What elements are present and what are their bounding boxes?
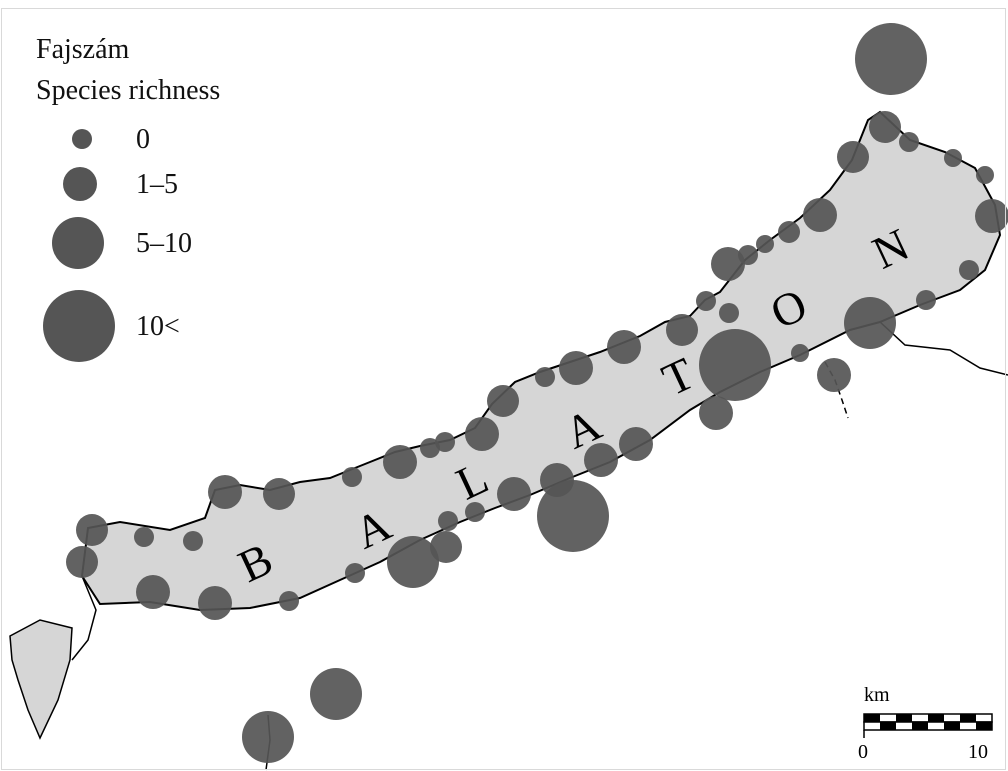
sampling-site-circle [837,141,869,173]
legend-title-hu: Fajszám [36,34,130,65]
sampling-site-circle [699,396,733,430]
legend-circle-0 [72,129,92,149]
scale-min: 0 [858,741,868,763]
sampling-site-circle [899,132,919,152]
sampling-site-circle [208,475,242,509]
sampling-site-circle [420,438,440,458]
river [71,575,97,661]
sampling-site-circle [310,668,362,720]
sampling-site-circle [435,432,455,452]
sampling-site-circle [791,344,809,362]
scale-unit: km [864,684,890,706]
sampling-site-circle [944,149,962,167]
legend-title-en: Species richness [36,75,221,106]
sampling-site-circle [696,291,716,311]
sampling-site-circle [778,221,800,243]
sampling-site-circle [607,330,641,364]
legend-label-1-5: 1–5 [136,169,178,200]
sampling-site-circle [756,235,774,253]
sampling-site-circle [387,536,439,588]
sampling-site-circle [719,303,739,323]
kis-balaton [9,619,73,740]
sampling-site-circle [537,480,609,552]
sampling-site-circle [975,199,1008,233]
sampling-site-circle [619,427,653,461]
sampling-site-circle [559,351,593,385]
sampling-site-circle [438,511,458,531]
sampling-site-circle [183,531,203,551]
sampling-site-circle [497,477,531,511]
sampling-site-circle [134,527,154,547]
sampling-site-circle [136,575,170,609]
sampling-site-circle [465,417,499,451]
sampling-site-circle [855,23,927,95]
sampling-site-circle [66,546,98,578]
legend-circle-10plus [43,290,115,362]
sampling-site-circle [242,711,294,763]
sampling-site-circle [666,314,698,346]
sampling-circles [66,23,1008,763]
legend-label-0: 0 [136,124,150,155]
sampling-site-circle [803,198,837,232]
lake-balaton [80,110,1002,612]
sampling-site-circle [465,502,485,522]
sampling-site-circle [76,514,108,546]
sampling-site-circle [487,385,519,417]
legend-label-10plus: 10< [136,311,180,342]
sampling-site-circle [535,367,555,387]
outflow-river [879,321,1008,376]
sampling-site-circle [817,358,851,392]
sampling-site-circle [263,478,295,510]
sampling-site-circle [342,467,362,487]
sampling-site-circle [345,563,365,583]
legend-circle-5-10 [52,217,104,269]
sampling-site-circle [869,111,901,143]
sampling-site-circle [383,445,417,479]
scale-max: 10 [968,741,988,763]
sampling-site-circle [711,247,745,281]
legend-circle-1-5 [63,167,97,201]
sampling-site-circle [976,166,994,184]
sampling-site-circle [916,290,936,310]
sampling-site-circle [279,591,299,611]
sampling-site-circle [844,297,896,349]
scale-bar [863,713,993,738]
sampling-site-circle [198,586,232,620]
sampling-site-circle [430,531,462,563]
sampling-site-circle [584,443,618,477]
sampling-site-circle [959,260,979,280]
sampling-site-circle [699,329,771,401]
legend-label-5-10: 5–10 [136,228,192,259]
